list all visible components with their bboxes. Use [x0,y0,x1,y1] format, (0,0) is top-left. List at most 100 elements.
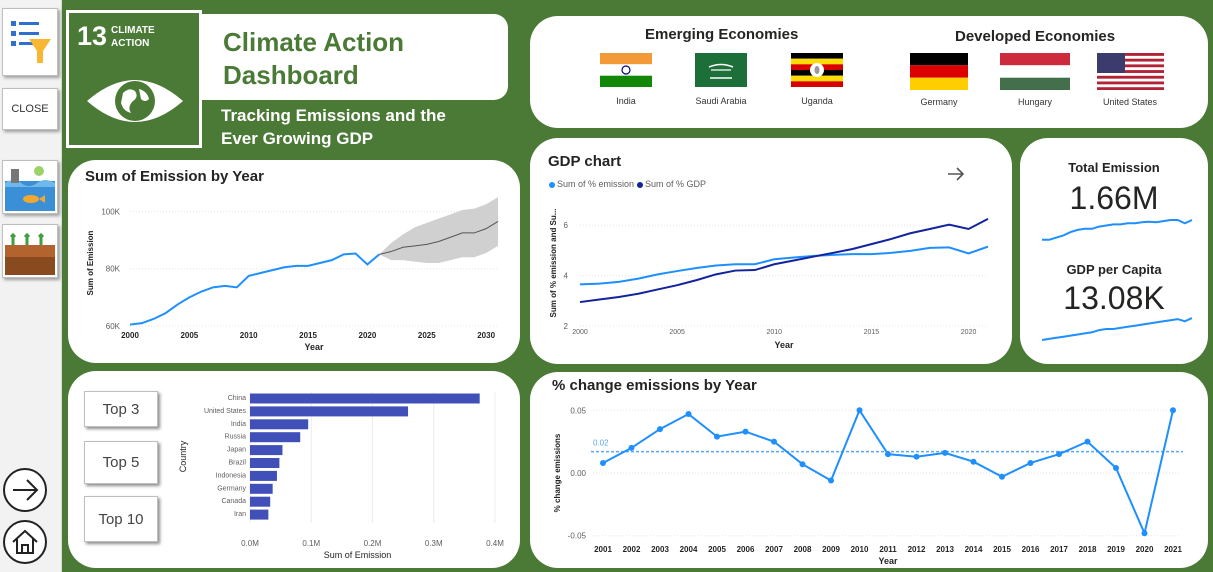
gdp-per-capita-value: 13.08K [1063,280,1165,316]
top-5-button[interactable]: Top 5 [84,441,158,484]
data-point [714,433,720,440]
y-axis-title: Country [178,440,188,472]
data-point [1056,451,1062,458]
legend-dot-emission [549,182,555,188]
india-flag-icon[interactable] [600,53,652,87]
sparkline [1042,317,1192,341]
country-bar [250,509,269,520]
x-tick-label: 2006 [737,545,755,554]
emerging-economies-title: Emerging Economies [645,26,799,43]
x-tick-label: 2012 [908,545,926,554]
dashboard-title: Climate Action Dashboard [223,27,405,90]
sdg-13-logo: 13 CLIMATE ACTION [66,10,202,148]
x-tick-label: 2005 [180,331,198,340]
y-axis-title: Sum of % emission and Su... [549,209,558,318]
x-axis-title: Year [774,340,794,350]
pct-change-card: % change emissions by Year 0.05 0.00 -0.05… [530,372,1208,568]
data-point [742,428,749,435]
x-tick-label: 2015 [299,331,317,340]
gdp-per-capita-sparkline [1042,317,1192,341]
country-label: Japan [227,447,246,454]
ocean-page-button[interactable] [2,160,58,214]
land-page-button[interactable] [2,224,58,278]
uganda-label: Uganda [801,96,833,106]
pct-change-title: % change emissions by Year [552,377,757,394]
saudi-arabia-flag-icon[interactable] [695,53,747,87]
sdg-label-line2: ACTION [111,38,150,49]
close-button[interactable]: CLOSE [2,88,58,130]
country-bar [250,432,301,443]
united-states-flag-icon[interactable] [1097,53,1164,90]
developed-economies-title: Developed Economies [955,28,1116,45]
hungary-flag-icon[interactable] [1000,53,1070,90]
total-emission-value: 1.66M [1069,180,1159,216]
x-tick-label: 2011 [879,545,897,554]
data-point [1084,438,1091,445]
next-page-button[interactable] [3,468,47,512]
x-tick-label: 0.4M [486,539,504,548]
country-label: Canada [221,498,246,505]
country-bar [250,406,409,417]
sdg-label-line1: CLIMATE [111,25,155,36]
ocean-fish-icon [5,166,55,211]
country-label: China [228,395,246,402]
average-line-label: 0.02 [593,439,609,448]
x-tick-label: 2010 [851,545,869,554]
uganda-flag-icon[interactable] [791,53,843,87]
y-tick-label: 2 [564,322,569,331]
x-tick-label: 2008 [794,545,812,554]
united-states-label: United States [1102,97,1158,107]
gdp-line-chart: 2 4 6 2000 2005 2010 2015 2020 Year Sum of % emis… [549,209,989,350]
x-tick-label: 2015 [993,545,1011,554]
emission-by-year-card: Sum of Emission by Year 60K 80K 100K 2000 20… [68,160,520,363]
country-bar [250,483,273,494]
y-tick-label: 0.00 [570,469,586,478]
x-axis-title: Year [878,556,898,566]
arrow-right-icon[interactable] [946,166,966,182]
gdp-legend: Sum of % emission Sum of % GDP [549,179,749,191]
country-label: Russia [225,434,247,441]
legend-label-gdp: Sum of % GDP [645,179,707,189]
data-point [885,451,891,458]
germany-label: Germany [920,97,958,107]
x-tick-label: 2016 [1022,545,1040,554]
x-tick-label: 2003 [651,545,669,554]
gdp-chart-title: GDP chart [548,153,622,170]
sdg-label: CLIMATE ACTION [111,24,155,50]
y-tick-label: 6 [564,221,569,230]
x-tick-label: 2007 [765,545,783,554]
pct-change-chart: 0.05 0.00 -0.05 0.02 2001 2002 2003 2004 2005 200… [553,406,1183,566]
y-tick-label: 4 [564,272,569,281]
country-bar [250,393,480,404]
data-point [999,473,1005,480]
filter-panel-button[interactable] [2,8,58,76]
x-tick-label: 0.2M [364,539,382,548]
x-tick-label: 2015 [864,329,880,336]
x-tick-label: 2019 [1107,545,1125,554]
country-label: Germany [217,485,246,492]
home-button[interactable] [3,520,47,564]
top-10-button[interactable]: Top 10 [84,496,158,542]
country-label: Iran [234,511,246,518]
filter-list-icon [11,21,51,63]
emission-by-country-chart: 0.0M 0.1M 0.2M 0.3M 0.4M China United States In… [178,392,504,560]
hungary-label: Hungary [1017,97,1053,107]
kpi-card: Total Emission 1.66M GDP per Capita 13.0… [1020,138,1208,364]
x-tick-label: 2020 [961,329,977,336]
germany-flag-icon[interactable] [910,53,968,90]
legend-label-emission: Sum of % emission [557,179,635,189]
emission-by-year-title: Sum of Emission by Year [85,168,264,185]
saudi-arabia-label: Saudi Arabia [695,96,747,106]
home-icon [12,529,38,554]
x-tick-label: 2013 [936,545,954,554]
country-bar [250,496,271,507]
data-point [799,461,806,468]
x-tick-label: 2002 [623,545,641,554]
sidebar: CLOSE [0,0,62,572]
top-3-button[interactable]: Top 3 [84,391,158,427]
total-emission-sparkline [1042,219,1192,241]
pct-gdp-line [579,218,989,304]
pct-emission-line [579,245,989,286]
country-bar [250,470,277,481]
x-tick-label: 2004 [680,545,698,554]
